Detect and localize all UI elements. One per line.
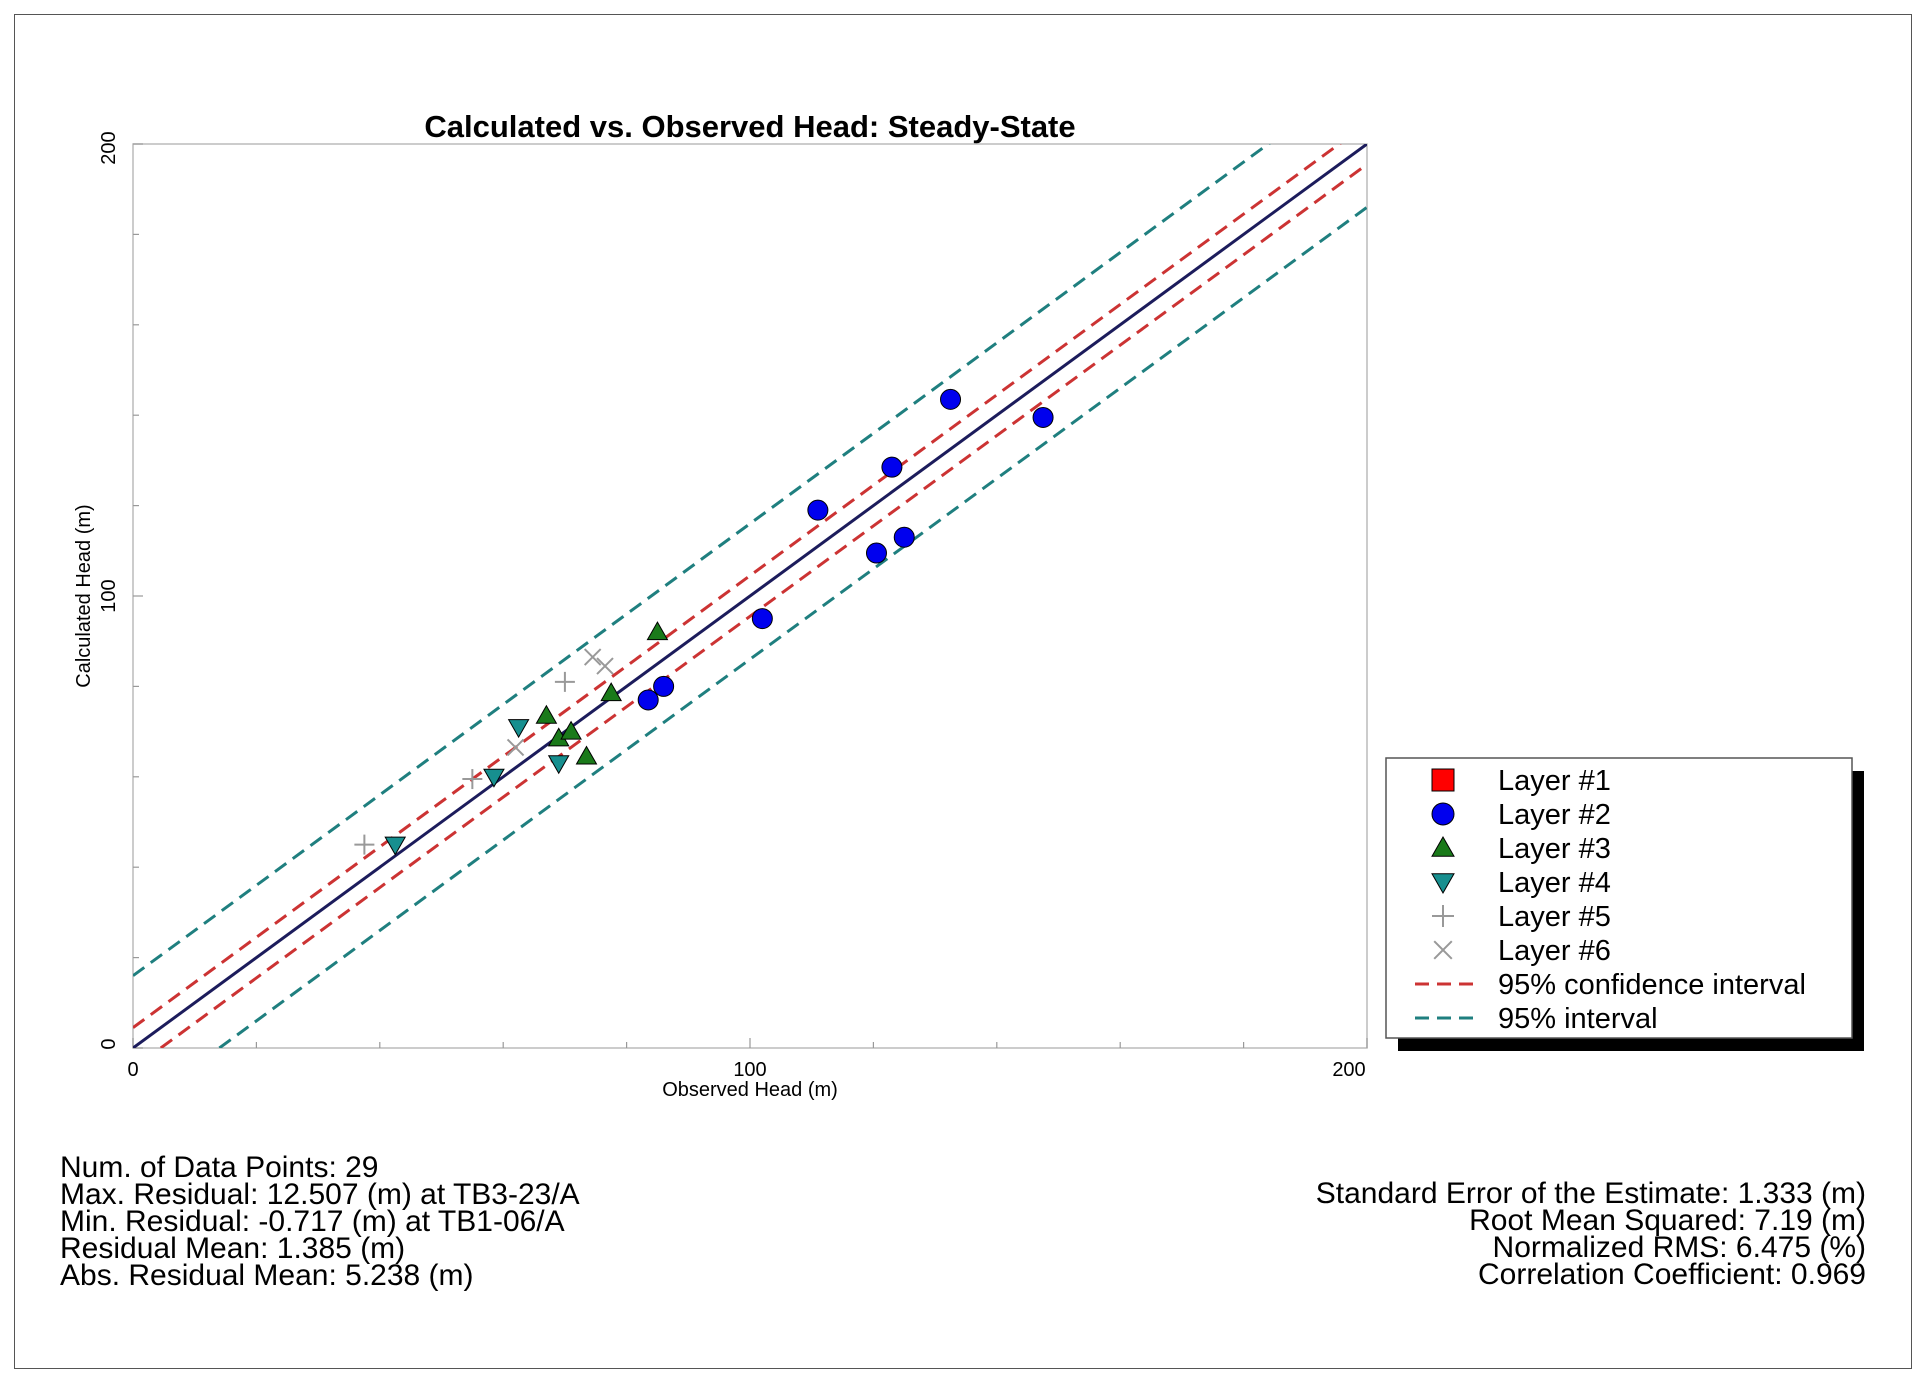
- legend-marker-5: [1432, 905, 1454, 927]
- data-point-layer-2: [881, 456, 903, 478]
- legend-marker-6: [1433, 940, 1453, 960]
- y-tick-label: 100: [98, 579, 120, 612]
- chart-title: Calculated vs. Observed Head: Steady-Sta…: [424, 109, 1075, 144]
- data-point-layer-5: [354, 834, 375, 855]
- x-b: [506, 738, 525, 757]
- data-point-layer-3: [575, 745, 598, 765]
- stat-rms: Root Mean Squared: 7.19 (m): [1469, 1204, 1866, 1237]
- legend-marker-1: [1431, 768, 1455, 792]
- data-point-layer-2: [751, 608, 773, 630]
- data-point-layer-2: [940, 388, 962, 410]
- legend-label-5: Layer #5: [1498, 901, 1611, 933]
- y-axis-label: Calculated Head (m): [73, 504, 95, 687]
- data-point-layer-4: [384, 836, 407, 856]
- x-b: [596, 657, 614, 675]
- data-point-layer-3: [600, 682, 623, 702]
- data-point-layer-2: [637, 689, 659, 711]
- fit-stats: Standard Error of the Estimate: 1.333 (m…: [1315, 1177, 1866, 1291]
- data-point-layer-4: [547, 755, 570, 775]
- figure-frame: [14, 14, 1912, 1369]
- stat-abs-residual-mean: Abs. Residual Mean: 5.238 (m): [60, 1259, 474, 1292]
- data-point-layer-2: [1032, 406, 1054, 428]
- data-point-layer-3: [560, 720, 582, 740]
- x-b: [583, 648, 602, 666]
- legend-label-2: Layer #2: [1498, 799, 1611, 831]
- x-tick-label: 0: [127, 1059, 138, 1081]
- data-point-layer-2: [653, 675, 675, 697]
- data-point-layer-2: [893, 526, 915, 548]
- interval-line: [133, 144, 1271, 977]
- x-tick-label: 200: [1332, 1059, 1365, 1081]
- legend-marker-4: [1431, 873, 1455, 895]
- x-axis-label: Observed Head (m): [662, 1079, 838, 1101]
- data-point-layer-5: [462, 769, 483, 790]
- stat-num-points: Num. of Data Points: 29: [60, 1151, 379, 1184]
- data-point-layer-3: [535, 704, 558, 724]
- one-to-one-line: [133, 144, 1367, 1048]
- data-point-layer-2: [865, 542, 887, 564]
- legend-box: [1385, 757, 1853, 1039]
- stat-residual-mean: Residual Mean: 1.385 (m): [60, 1232, 406, 1265]
- legend-label-4: Layer #4: [1498, 867, 1611, 899]
- stat-min-residual: Min. Residual: -0.717 (m) at TB1-06/A: [60, 1205, 565, 1238]
- stat-correlation: Correlation Coefficient: 0.969: [1477, 1258, 1866, 1291]
- y-tick-label: 200: [98, 131, 120, 164]
- confidence-line: [133, 144, 1342, 1029]
- data-point-layer-6: [583, 648, 602, 666]
- legend-marker-3: [1431, 835, 1455, 857]
- data-point-layer-2: [807, 499, 829, 521]
- data-point-layer-5: [554, 671, 575, 692]
- residual-stats: Num. of Data Points: 29 Max. Residual: 1…: [60, 1151, 580, 1292]
- legend-label-6: Layer #6: [1498, 935, 1611, 967]
- confidence-line: [159, 163, 1367, 1048]
- legend-marker-2: [1431, 802, 1455, 826]
- legend-label-1: Layer #1: [1498, 765, 1611, 797]
- data-point-layer-6: [596, 657, 614, 675]
- x-tick-label: 100: [733, 1059, 766, 1081]
- interval-line: [218, 206, 1367, 1048]
- legend-label-7: 95% confidence interval: [1498, 969, 1806, 1001]
- legend-label-3: Layer #3: [1498, 833, 1611, 865]
- y-tick-label: 0: [98, 1038, 120, 1049]
- stat-standard-error: Standard Error of the Estimate: 1.333 (m…: [1315, 1177, 1866, 1210]
- stat-normalized-rms: Normalized RMS: 6.475 (%): [1492, 1231, 1866, 1264]
- data-point-layer-6: [506, 738, 525, 757]
- data-point-layer-3: [646, 621, 669, 641]
- stat-max-residual: Max. Residual: 12.507 (m) at TB3-23/A: [60, 1178, 580, 1211]
- data-point-layer-4: [483, 768, 505, 788]
- data-point-layer-4: [507, 719, 530, 739]
- legend-label-8: 95% interval: [1498, 1003, 1658, 1035]
- x-b: [1433, 940, 1453, 960]
